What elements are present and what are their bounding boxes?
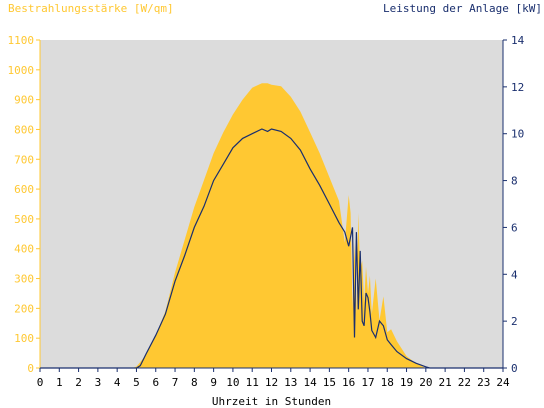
- x-tick-label: 20: [419, 376, 432, 389]
- x-tick-label: 9: [210, 376, 217, 389]
- right-tick-label: 4: [511, 268, 518, 281]
- left-tick-label: 900: [14, 94, 34, 107]
- right-tick-label: 2: [511, 315, 518, 328]
- x-tick-label: 23: [477, 376, 490, 389]
- x-tick-label: 8: [191, 376, 198, 389]
- left-tick-label: 200: [14, 302, 34, 315]
- x-tick-label: 24: [496, 376, 510, 389]
- x-tick-label: 7: [172, 376, 179, 389]
- left-tick-label: 300: [14, 273, 34, 286]
- right-tick-label: 0: [511, 362, 518, 375]
- left-tick-label: 100: [14, 332, 34, 345]
- power-line: [40, 128, 503, 369]
- right-tick-label: 14: [511, 34, 525, 47]
- x-tick-label: 5: [133, 376, 140, 389]
- x-tick-label: 11: [246, 376, 259, 389]
- x-tick-label: 10: [226, 376, 239, 389]
- right-tick-label: 8: [511, 175, 518, 188]
- left-tick-label: 500: [14, 213, 34, 226]
- x-tick-label: 1: [56, 376, 63, 389]
- left-tick-label: 0: [27, 362, 34, 375]
- x-tick-label: 16: [342, 376, 355, 389]
- x-tick-label: 13: [284, 376, 297, 389]
- x-tick-label: 2: [75, 376, 82, 389]
- x-tick-label: 19: [400, 376, 413, 389]
- right-tick-label: 10: [511, 128, 524, 141]
- x-tick-label: 6: [152, 376, 159, 389]
- left-tick-label: 600: [14, 183, 34, 196]
- left-tick-label: 1100: [8, 34, 35, 47]
- x-tick-label: 4: [114, 376, 121, 389]
- left-tick-label: 800: [14, 123, 34, 136]
- right-axis-title: Leistung der Anlage [kW]: [383, 2, 542, 15]
- x-tick-label: 18: [381, 376, 394, 389]
- left-axis-title: Bestrahlungsstärke [W/qm]: [8, 2, 174, 15]
- x-axis-title: Uhrzeit in Stunden: [212, 395, 331, 408]
- right-tick-label: 12: [511, 81, 524, 94]
- irradiance-area: [40, 83, 503, 368]
- left-tick-label: 400: [14, 243, 34, 256]
- x-tick-label: 14: [303, 376, 317, 389]
- x-tick-label: 22: [458, 376, 471, 389]
- x-tick-label: 21: [439, 376, 452, 389]
- right-tick-label: 6: [511, 221, 518, 234]
- x-tick-label: 12: [265, 376, 278, 389]
- x-tick-label: 3: [95, 376, 102, 389]
- x-tick-label: 0: [37, 376, 44, 389]
- left-tick-label: 700: [14, 153, 34, 166]
- x-tick-label: 17: [361, 376, 374, 389]
- left-tick-label: 1000: [8, 64, 35, 77]
- x-tick-label: 15: [323, 376, 336, 389]
